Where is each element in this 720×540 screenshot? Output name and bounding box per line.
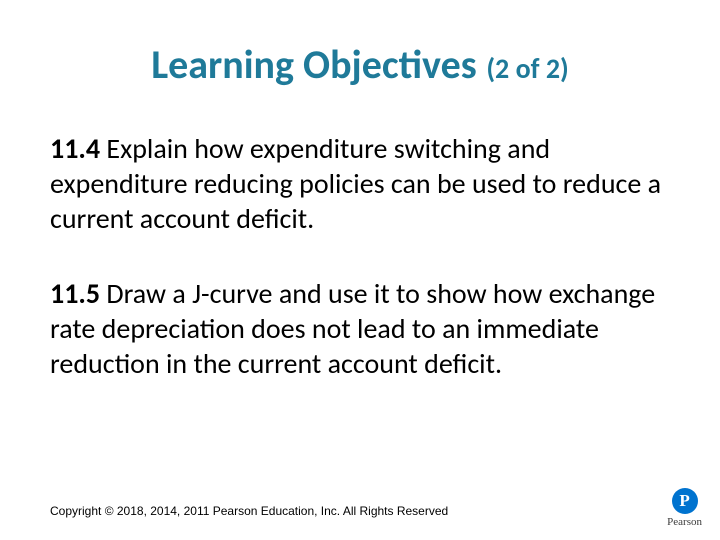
logo-circle-icon: P [672,488,698,514]
objective-item: 11.5 Draw a J-curve and use it to show h… [50,276,670,381]
title-sub: (2 of 2) [486,51,568,86]
objective-number: 11.5 [50,276,100,311]
objective-text: Explain how expenditure switching and ex… [50,131,661,236]
objective-number: 11.4 [50,131,100,166]
objective-text: Draw a J-curve and use it to show how ex… [50,276,655,381]
objective-item: 11.4 Explain how expenditure switching a… [50,131,670,236]
pearson-logo: P Pearson [667,488,702,528]
copyright-footer: Copyright © 2018, 2014, 2011 Pearson Edu… [50,504,448,518]
slide-title: Learning Objectives (2 of 2) [50,40,670,89]
logo-letter: P [679,491,689,511]
logo-brand-text: Pearson [667,516,702,528]
slide: Learning Objectives (2 of 2) 11.4 Explai… [0,0,720,540]
title-main: Learning Objectives [151,40,476,89]
